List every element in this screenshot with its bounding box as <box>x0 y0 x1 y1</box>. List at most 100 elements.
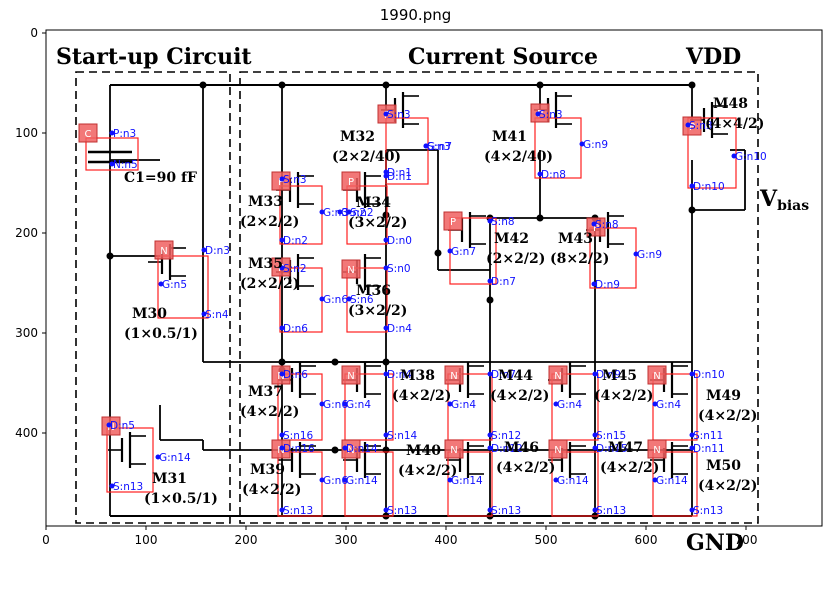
type-tag-letter: N <box>450 445 457 456</box>
vdd-heading: VDD <box>685 44 741 70</box>
node-dot <box>689 507 695 513</box>
transistor-size: (2×2/2) <box>240 276 299 292</box>
node-dot <box>383 173 389 179</box>
node-dot <box>689 183 695 189</box>
node-dot <box>592 507 598 513</box>
transistor-name: M48 <box>713 96 748 112</box>
detection-box <box>687 117 737 189</box>
x-tick-label: 300 <box>335 533 358 547</box>
node-dot <box>592 445 598 451</box>
node-label: G:n14 <box>346 475 378 487</box>
type-tag-box <box>154 240 174 260</box>
transistor-name: M33 <box>248 194 283 210</box>
node-label: S:n13 <box>283 505 313 517</box>
type-tag-box <box>443 211 463 231</box>
node-label: G:n3 <box>323 207 348 219</box>
junction-dot <box>382 211 390 219</box>
junction-dot <box>199 81 207 89</box>
type-tag-box <box>647 365 667 385</box>
transistor-name: M34 <box>356 195 391 211</box>
node-label: G:n14 <box>451 475 483 487</box>
type-tag-letter: N <box>347 445 354 456</box>
node-dot <box>689 445 695 451</box>
transistor-name: M44 <box>498 368 533 384</box>
junction-dot <box>278 358 286 366</box>
node-label: P:n3 <box>113 128 136 140</box>
transistor-name: M45 <box>602 368 637 384</box>
junction-dot <box>106 252 114 260</box>
node-label: G:n4 <box>346 399 371 411</box>
type-tag-box <box>341 439 361 459</box>
node-label: S:n13 <box>693 505 723 517</box>
transistor-size: (4×2/2) <box>600 460 659 476</box>
x-tick-label: 700 <box>735 533 758 547</box>
node-dot <box>487 278 493 284</box>
node-dot <box>579 141 585 147</box>
node-dot <box>279 265 285 271</box>
node-label: D:n7 <box>491 369 516 381</box>
transistor-size: (4×2/2) <box>240 404 299 420</box>
type-tag-letter: C <box>85 129 92 140</box>
node-label: D:n9 <box>596 369 621 381</box>
node-label: S:n0 <box>387 263 411 275</box>
type-tag-box <box>444 365 464 385</box>
type-tag-box <box>341 171 361 191</box>
node-dot <box>487 507 493 513</box>
transistor-name: M35 <box>248 256 283 272</box>
transistor-labels: M32 (2×2/40) M41 (4×2/40) M48 (4×4/2) M33 (2×2/… <box>124 96 764 507</box>
node-dot <box>383 111 389 117</box>
node-label: N:n5 <box>113 159 138 171</box>
node-dot <box>342 401 348 407</box>
detection-box <box>277 373 323 441</box>
node-dot <box>487 371 493 377</box>
node-dot <box>633 251 639 257</box>
node-label: S:n8 <box>491 216 515 228</box>
junction-dot <box>382 81 390 89</box>
node-dot <box>319 209 325 215</box>
node-dot <box>652 401 658 407</box>
node-dot <box>346 296 352 302</box>
transistor-name: M38 <box>400 368 435 384</box>
detection-box <box>346 185 388 245</box>
transistor-name: M46 <box>504 440 539 456</box>
type-tag-letter: P <box>593 223 599 234</box>
node-dot <box>487 218 493 224</box>
node-label: D:n15 <box>596 443 628 455</box>
y-tick-label: 300 <box>15 326 38 340</box>
node-dot <box>109 130 115 136</box>
junction-dot <box>536 81 544 89</box>
node-dot <box>337 209 343 215</box>
type-tag-box <box>444 439 464 459</box>
detection-box <box>157 255 209 319</box>
x-tick-label: 500 <box>535 533 558 547</box>
type-tag-box <box>548 439 568 459</box>
node-label: S:n15 <box>596 430 626 442</box>
node-dot <box>487 445 493 451</box>
transistor-size: (1×0.5/1) <box>144 491 218 507</box>
node-label: D:n1 <box>387 167 412 179</box>
transistor-name: M31 <box>152 471 187 487</box>
type-tag-letter: N <box>653 371 660 382</box>
startup-region <box>75 71 231 524</box>
node-label: S:n13 <box>596 505 626 517</box>
node-label: S:n14 <box>387 430 418 442</box>
type-tag-box <box>647 439 667 459</box>
node-dot <box>383 371 389 377</box>
node-dot <box>383 507 389 513</box>
type-tag-letter: N <box>277 445 284 456</box>
transistor-size: (4×2/2) <box>698 408 757 424</box>
detection-box <box>447 373 493 441</box>
node-dot <box>279 176 285 182</box>
current-source-region <box>239 71 759 524</box>
node-label: G:n6 <box>323 475 348 487</box>
node-label: S:n8 <box>595 219 619 231</box>
detection-boxes <box>85 117 737 517</box>
transistor-size: (4×4/2) <box>705 116 764 132</box>
node-dot <box>537 171 543 177</box>
detection-box <box>106 427 154 493</box>
node-dot <box>201 311 207 317</box>
type-tag-box <box>586 217 606 237</box>
node-label: D:n11 <box>693 443 725 455</box>
node-label: S:n6 <box>350 294 374 306</box>
node-dot <box>383 237 389 243</box>
